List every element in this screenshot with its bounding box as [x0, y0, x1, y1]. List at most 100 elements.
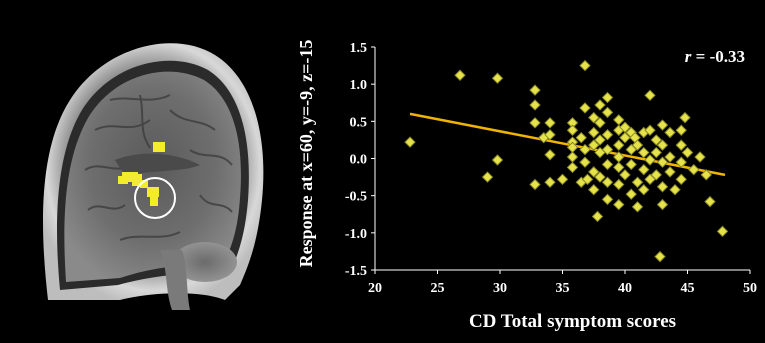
data-point: [588, 166, 600, 178]
data-point: [716, 225, 729, 238]
data-point: [594, 117, 606, 129]
y-tick-label: -1.5: [345, 264, 367, 279]
data-point: [594, 99, 606, 111]
data-point: [644, 124, 656, 136]
data-point: [481, 171, 494, 183]
data-point: [601, 106, 614, 119]
data-point: [679, 111, 691, 124]
correlation-annotation: r = -0.33: [685, 47, 745, 66]
data-point: [591, 210, 604, 223]
data-point: [631, 139, 644, 151]
data-point: [601, 193, 614, 206]
data-point: [681, 146, 694, 159]
ventricle-region: [115, 153, 200, 176]
data-point: [579, 143, 591, 156]
data-point: [544, 117, 556, 129]
data-point: [404, 136, 416, 148]
data-point: [664, 166, 676, 178]
data-point: [654, 250, 666, 263]
x-tick-label: 45: [681, 281, 695, 296]
data-point: [544, 149, 556, 161]
x-axis-label: CD Total symptom scores: [469, 311, 676, 332]
data-point: [556, 173, 569, 186]
data-point: [664, 126, 676, 139]
data-point: [613, 139, 625, 151]
r-value: = -0.33: [696, 47, 745, 66]
data-point: [631, 176, 644, 188]
data-point: [619, 121, 631, 133]
data-point: [688, 163, 700, 176]
data-point: [613, 198, 625, 211]
y-axis-label: Response at x=60, y=-9, z=-15: [296, 40, 316, 268]
data-point: [491, 72, 504, 84]
data-point: [638, 146, 650, 159]
data-points: [404, 59, 729, 263]
axes: [371, 46, 751, 274]
data-point: [544, 129, 556, 141]
data-point: [644, 154, 656, 166]
data-point: [588, 184, 600, 196]
data-point: [529, 99, 541, 111]
x-tick-label: 25: [431, 281, 445, 296]
data-point: [588, 111, 600, 124]
data-point: [588, 126, 600, 139]
data-point: [594, 171, 606, 183]
data-point: [625, 158, 637, 171]
data-point: [581, 173, 594, 186]
data-point: [529, 178, 541, 191]
data-point: [656, 198, 669, 211]
data-point: [675, 124, 687, 136]
x-tick-label: 20: [368, 281, 382, 296]
data-point: [613, 178, 625, 191]
brainstem: [160, 250, 190, 310]
data-point: [675, 139, 687, 151]
y-tick-label: -0.5: [345, 190, 367, 205]
data-point: [579, 59, 591, 72]
data-point: [601, 143, 614, 156]
r-symbol: r: [685, 47, 692, 66]
y-tick-label: 0.0: [350, 153, 368, 168]
data-point: [650, 169, 662, 181]
data-point: [613, 161, 625, 174]
data-point: [579, 156, 591, 168]
data-point: [625, 188, 637, 200]
data-point: [675, 156, 687, 168]
y-tick-label: 1.0: [350, 78, 368, 93]
data-point: [601, 91, 614, 104]
data-point: [619, 169, 631, 181]
data-point: [644, 89, 656, 102]
data-point: [656, 181, 669, 193]
data-point: [566, 124, 579, 136]
y-tick-label: 1.5: [350, 41, 368, 56]
data-point: [529, 84, 541, 96]
activation-clusters: [118, 142, 165, 206]
brain-tissue: [64, 71, 241, 283]
data-point: [566, 151, 579, 163]
x-tick-label: 30: [493, 281, 507, 296]
data-point: [669, 184, 681, 196]
data-point: [664, 151, 676, 163]
data-point: [650, 134, 662, 146]
regression-line: [409, 112, 726, 177]
tick-labels: 20 25 30 35 40 45 50 1.5 1.0 0.5 0.0 -0.5 -1.0 -1.5: [345, 41, 757, 296]
data-point: [491, 154, 504, 166]
x-tick-label: 40: [618, 281, 632, 296]
data-point: [656, 156, 669, 168]
data-point: [601, 176, 614, 188]
data-point: [613, 114, 625, 126]
data-point: [454, 69, 466, 81]
data-point: [601, 129, 614, 141]
data-point: [656, 119, 669, 131]
x-tick-label: 35: [556, 281, 570, 296]
data-point: [566, 161, 579, 174]
data-point: [619, 131, 631, 144]
data-point: [625, 143, 637, 156]
y-tick-label: 0.5: [350, 115, 368, 130]
data-point: [675, 173, 687, 186]
data-point: [544, 176, 556, 188]
data-point: [700, 169, 712, 181]
data-point: [638, 184, 650, 196]
roi-highlight-circle: [134, 177, 176, 219]
data-point: [575, 131, 587, 144]
